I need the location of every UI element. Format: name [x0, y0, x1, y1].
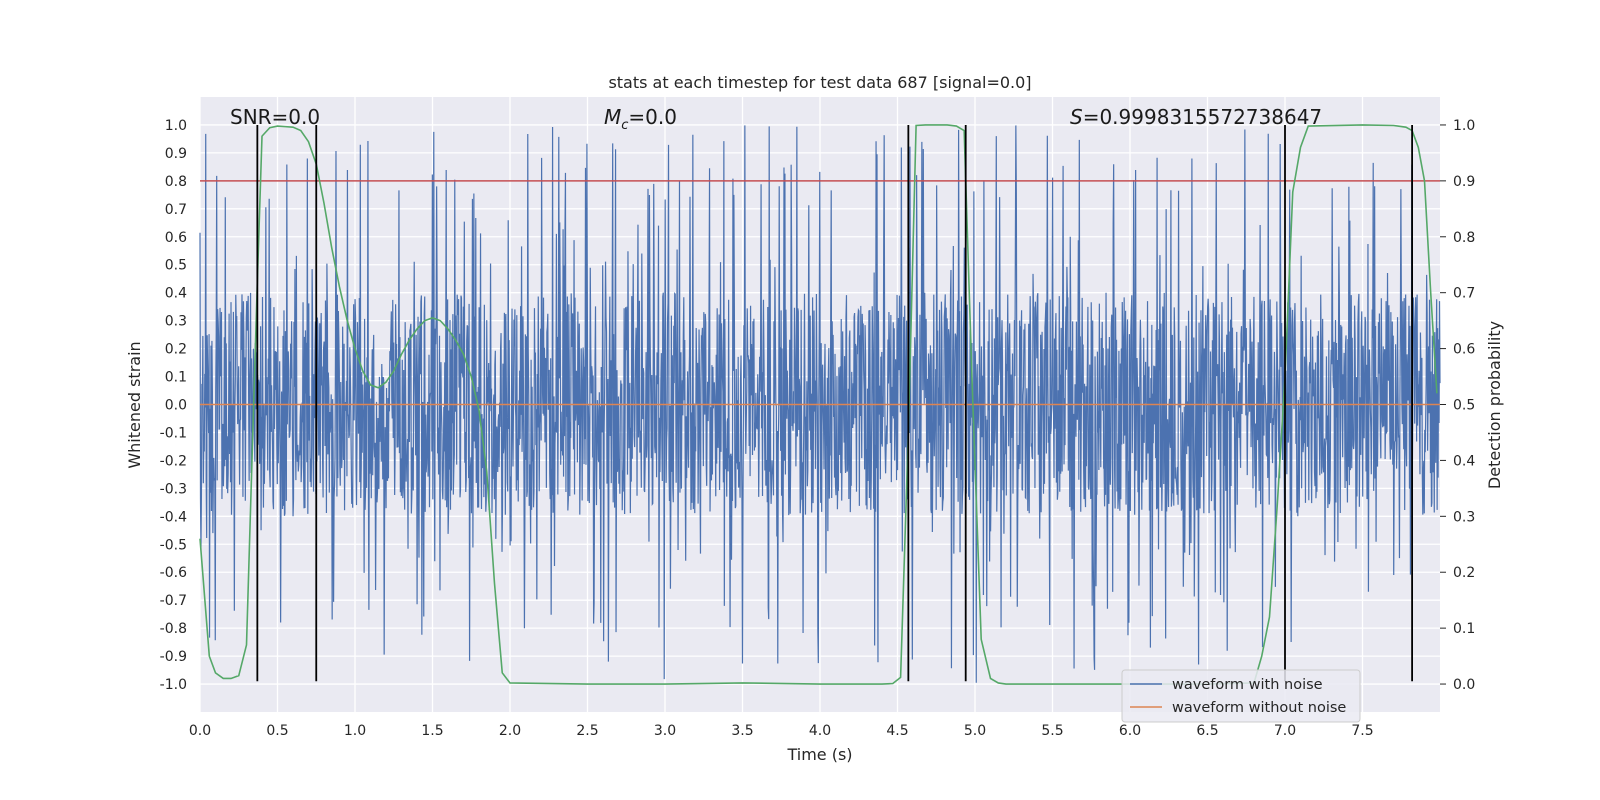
- y-tick-label: 0.1: [165, 370, 187, 386]
- y2-tick-label: 0.8: [1453, 230, 1475, 246]
- detection-probability-line: [199, 124, 1438, 685]
- y-tick-label: 0.5: [165, 258, 187, 274]
- y-tick-label: 0.7: [165, 202, 187, 218]
- x-tick-label: 7.0: [1274, 723, 1296, 739]
- x-tick-label: 0.0: [189, 723, 211, 739]
- y-tick-label: 0.4: [165, 286, 187, 302]
- snr-annotation: SNR=0.0: [230, 105, 320, 129]
- y2-tick-label: 0.9: [1453, 174, 1475, 190]
- chirp-mass-symbol: M: [604, 105, 621, 129]
- legend-noise-label: waveform with noise: [1172, 677, 1323, 693]
- x-tick-label: 6.0: [1119, 723, 1141, 739]
- y-tick-label: -0.4: [160, 509, 187, 525]
- y-axis-label: Whitened strain: [125, 341, 144, 468]
- x-tick-label: 3.5: [731, 723, 753, 739]
- y2-tick-labels: 1.0 0.9 0.8 0.7 0.6 0.5 0.4 0.3 0.2 0.1 0.0: [1440, 118, 1475, 693]
- x-tick-label: 1.5: [421, 723, 443, 739]
- y-tick-label: 0.9: [165, 146, 187, 162]
- detection-probability-series: [199, 124, 1438, 685]
- y2-tick-label: 0.7: [1453, 286, 1475, 302]
- y-tick-label: 0.3: [165, 314, 187, 330]
- y2-tick-label: 0.5: [1453, 398, 1475, 414]
- y2-tick-label: 1.0: [1453, 118, 1475, 134]
- x-tick-label: 4.5: [886, 723, 908, 739]
- y2-tick-label: 0.4: [1453, 453, 1475, 469]
- chirp-mass-value: =0.0: [628, 105, 677, 129]
- y2-axis-label: Detection probability: [1485, 321, 1504, 489]
- y-tick-label: -0.6: [160, 565, 187, 581]
- y-tick-label: -0.8: [160, 621, 187, 637]
- y-tick-label: -0.1: [160, 425, 187, 441]
- y2-tick-label: 0.3: [1453, 509, 1475, 525]
- x-tick-label: 5.5: [1041, 723, 1063, 739]
- chirp-mass-annotation: Mc=0.0: [604, 105, 677, 133]
- x-tick-label: 2.0: [499, 723, 521, 739]
- x-tick-label: 6.5: [1196, 723, 1218, 739]
- x-tick-label: 0.5: [266, 723, 288, 739]
- legend-box: [1121, 669, 1361, 723]
- x-tick-labels: 0.0 0.5 1.0 1.5 2.0 2.5 3.0 3.5 4.0 4.5 5.0 5.5 6.0 6…: [189, 723, 1374, 739]
- y2-tick-label: 0.0: [1453, 677, 1475, 693]
- y-tick-label: 0.2: [165, 342, 187, 358]
- y2-tick-label: 0.1: [1453, 621, 1475, 637]
- legend-clean-label: waveform without noise: [1172, 700, 1346, 716]
- y-tick-label: 0.0: [165, 398, 187, 414]
- chirp-mass-subscript: c: [621, 118, 628, 133]
- x-tick-label: 4.0: [809, 723, 831, 739]
- x-tick-label: 3.0: [654, 723, 676, 739]
- waveform-with-noise-line: [199, 125, 1441, 683]
- y-tick-label: -0.9: [160, 649, 187, 665]
- y-tick-label: -0.5: [160, 537, 187, 553]
- score-annotation: S=0.9998315572738647: [1070, 105, 1322, 129]
- y2-tick-label: 0.2: [1453, 565, 1475, 581]
- score-symbol: S: [1070, 105, 1083, 129]
- x-tick-label: 2.5: [576, 723, 598, 739]
- y-tick-labels: 1.0 0.9 0.8 0.7 0.6 0.5 0.4 0.3 0.2 0.1 0.0 -0.1 -0.…: [160, 118, 187, 693]
- x-tick-label: 7.5: [1351, 723, 1373, 739]
- y2-tick-label: 0.6: [1453, 342, 1475, 358]
- y-tick-label: 1.0: [165, 118, 187, 134]
- score-value: =0.9998315572738647: [1083, 105, 1322, 129]
- y-tick-label: -1.0: [160, 677, 187, 693]
- detection-markers: [256, 124, 1413, 682]
- chart-title: stats at each timestep for test data 687…: [608, 73, 1031, 92]
- y-tick-label: -0.7: [160, 593, 187, 609]
- y-tick-label: 0.6: [165, 230, 187, 246]
- x-tick-label: 1.0: [344, 723, 366, 739]
- x-axis-label: Time (s): [786, 745, 852, 764]
- waveform-with-noise-series: [199, 125, 1441, 683]
- legend: waveform with noise waveform without noi…: [1121, 669, 1361, 723]
- y-tick-label: 0.8: [165, 174, 187, 190]
- y-tick-label: -0.2: [160, 453, 187, 469]
- y-tick-label: -0.3: [160, 481, 187, 497]
- x-tick-label: 5.0: [964, 723, 986, 739]
